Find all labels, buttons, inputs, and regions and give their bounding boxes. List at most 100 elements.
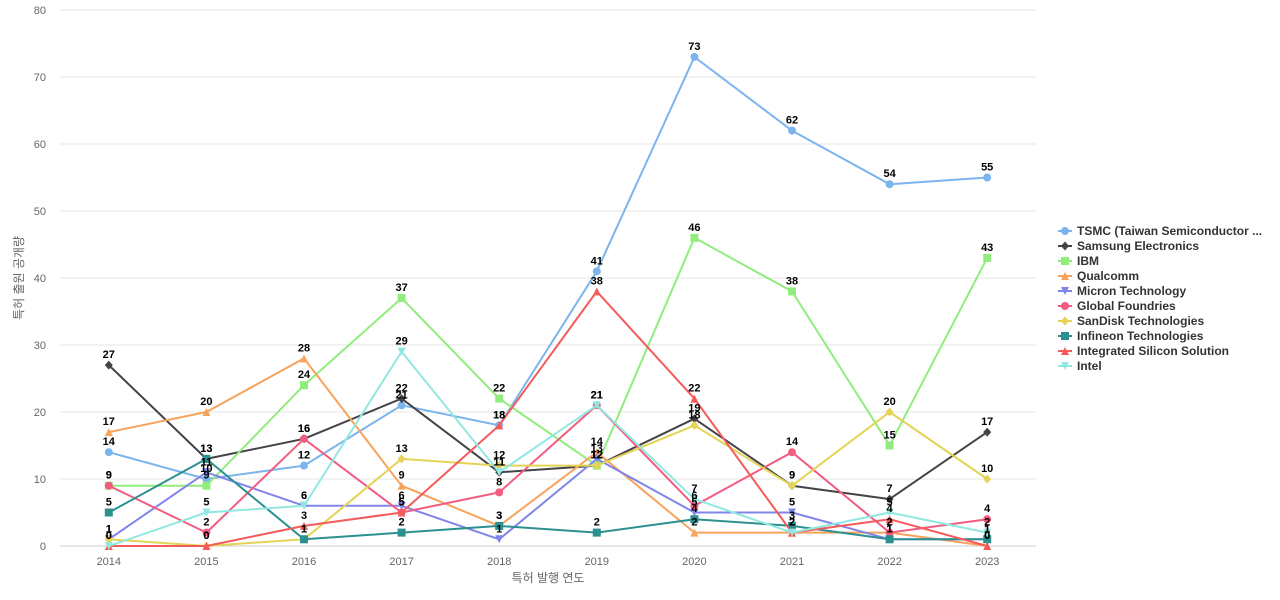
series-line[interactable] (107, 457, 989, 541)
data-point[interactable] (690, 52, 699, 61)
data-point[interactable] (983, 528, 992, 537)
data-point[interactable] (202, 481, 211, 490)
data-point[interactable] (788, 287, 796, 296)
legend-marker[interactable] (1061, 332, 1069, 340)
legend-item[interactable]: Qualcomm (1058, 269, 1139, 283)
legend-marker[interactable] (1061, 257, 1069, 265)
data-point[interactable] (104, 481, 113, 490)
data-point[interactable] (788, 481, 796, 491)
legend-item[interactable]: Global Foundries (1058, 299, 1176, 313)
data-point[interactable] (397, 347, 406, 356)
data-point[interactable] (397, 501, 406, 510)
series-line[interactable] (107, 55, 989, 480)
data-point[interactable] (592, 461, 601, 471)
legend-item[interactable]: IBM (1058, 254, 1099, 268)
series-line[interactable] (107, 411, 989, 547)
data-point[interactable] (300, 381, 308, 390)
data-point[interactable] (690, 414, 699, 424)
data-point[interactable] (397, 454, 406, 464)
legend-item[interactable]: TSMC (Taiwan Semiconductor ... (1058, 224, 1262, 238)
data-point[interactable] (885, 407, 894, 417)
data-point[interactable] (104, 360, 113, 370)
data-point[interactable] (885, 494, 894, 504)
data-point[interactable] (592, 454, 601, 463)
data-point[interactable] (495, 421, 504, 430)
series-line[interactable] (107, 350, 989, 547)
data-point[interactable] (592, 528, 601, 537)
data-point[interactable] (104, 542, 113, 550)
data-point[interactable] (202, 542, 211, 550)
data-point[interactable] (983, 542, 992, 550)
data-point[interactable] (885, 441, 894, 450)
legend-item[interactable]: Intel (1058, 359, 1102, 373)
data-point[interactable] (495, 535, 504, 544)
data-point[interactable] (788, 448, 796, 457)
data-point[interactable] (104, 448, 113, 457)
data-point[interactable] (202, 468, 211, 477)
series-line[interactable] (107, 290, 989, 547)
data-point[interactable] (592, 448, 601, 457)
data-point[interactable] (104, 428, 113, 437)
data-point[interactable] (397, 294, 406, 303)
data-point[interactable] (690, 508, 699, 517)
data-point[interactable] (397, 394, 406, 404)
data-point[interactable] (202, 475, 211, 483)
data-point[interactable] (690, 233, 699, 242)
legend-item[interactable]: SanDisk Technologies (1058, 314, 1204, 328)
legend-item[interactable]: Samsung Electronics (1058, 239, 1199, 253)
data-point[interactable] (885, 528, 894, 537)
data-point[interactable] (300, 535, 308, 544)
data-point[interactable] (690, 420, 699, 430)
data-point[interactable] (495, 394, 504, 403)
legend-marker[interactable] (1061, 287, 1069, 295)
data-point[interactable] (495, 468, 504, 477)
data-point[interactable] (397, 401, 406, 410)
legend-item[interactable]: Micron Technology (1058, 284, 1186, 298)
data-point[interactable] (495, 461, 504, 471)
data-point[interactable] (885, 515, 894, 524)
data-point[interactable] (202, 454, 211, 463)
data-point[interactable] (300, 521, 308, 530)
data-point[interactable] (397, 481, 406, 490)
data-point[interactable] (788, 508, 796, 517)
legend-item[interactable]: Integrated Silicon Solution (1058, 344, 1229, 358)
data-point[interactable] (300, 461, 308, 470)
data-point[interactable] (202, 528, 211, 537)
data-point[interactable] (983, 535, 992, 544)
data-point[interactable] (983, 427, 992, 437)
data-point[interactable] (690, 394, 699, 403)
data-point[interactable] (788, 126, 796, 135)
data-point[interactable] (690, 528, 699, 537)
data-point[interactable] (885, 508, 894, 517)
data-point[interactable] (300, 501, 308, 510)
data-point[interactable] (592, 267, 601, 276)
data-point[interactable] (592, 401, 601, 410)
data-point[interactable] (104, 534, 113, 544)
series-line[interactable] (107, 236, 989, 487)
data-point[interactable] (397, 508, 406, 517)
legend-marker[interactable] (1061, 347, 1069, 355)
legend-marker[interactable] (1061, 362, 1069, 370)
data-point[interactable] (300, 354, 308, 363)
data-point[interactable] (495, 521, 504, 530)
data-point[interactable] (202, 408, 211, 416)
data-point[interactable] (885, 180, 894, 189)
data-point[interactable] (202, 508, 211, 517)
series-line[interactable] (107, 404, 989, 534)
legend-marker[interactable] (1061, 302, 1069, 310)
data-point[interactable] (104, 508, 113, 517)
data-point[interactable] (983, 515, 992, 524)
data-point[interactable] (788, 521, 796, 530)
data-point[interactable] (690, 495, 699, 504)
data-point[interactable] (397, 528, 406, 537)
data-point[interactable] (885, 535, 894, 544)
data-point[interactable] (495, 488, 504, 497)
legend-marker[interactable] (1061, 316, 1069, 326)
data-point[interactable] (592, 287, 601, 296)
data-point[interactable] (690, 501, 699, 510)
legend-item[interactable]: Infineon Technologies (1058, 329, 1204, 343)
data-point[interactable] (690, 515, 699, 524)
legend-marker[interactable] (1061, 241, 1069, 251)
legend-marker[interactable] (1061, 227, 1069, 235)
data-point[interactable] (983, 173, 992, 182)
